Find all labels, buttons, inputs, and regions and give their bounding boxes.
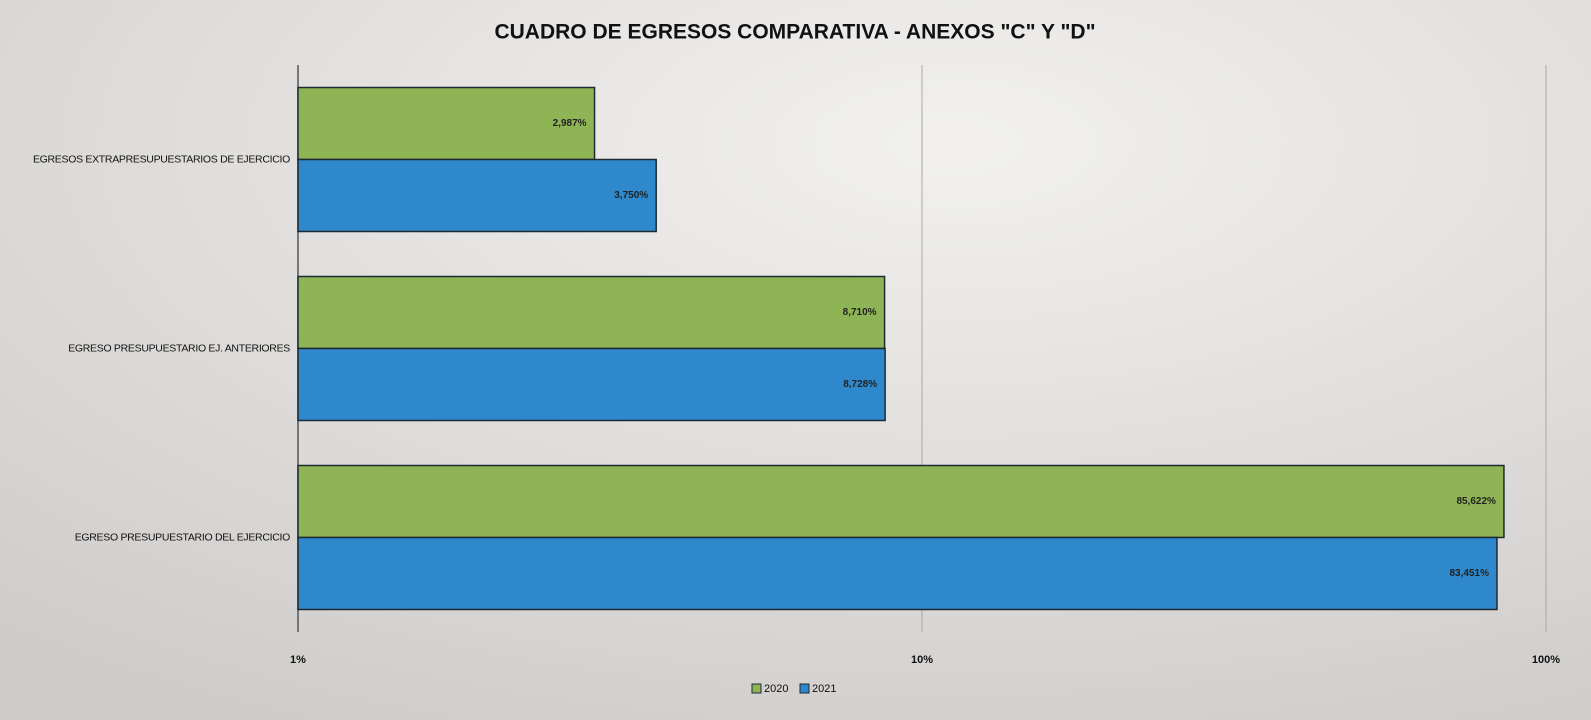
- x-tick-label: 100%: [1532, 654, 1560, 666]
- bar: [297, 275, 886, 350]
- legend-label: 2020: [764, 683, 788, 695]
- x-tick-label: 1%: [290, 654, 306, 666]
- y-tick-label: EGRESO PRESUPUESTARIO EJ. ANTERIORES: [68, 342, 290, 354]
- bar: [297, 86, 596, 161]
- data-label: 8,728%: [843, 379, 877, 390]
- chart-title: CUADRO DE EGRESOS COMPARATIVA - ANEXOS "…: [494, 21, 1095, 44]
- data-label: 83,451%: [1449, 568, 1489, 579]
- legend-swatch: [799, 683, 810, 694]
- data-label: 8,710%: [843, 307, 877, 318]
- data-label: 85,622%: [1456, 496, 1496, 507]
- data-label: 2,987%: [553, 118, 587, 129]
- bar: [297, 536, 1498, 611]
- legend-label: 2021: [812, 683, 836, 695]
- y-tick-label: EGRESO PRESUPUESTARIO DEL EJERCICIO: [75, 531, 290, 543]
- legend-swatch: [751, 683, 762, 694]
- bar: [297, 464, 1505, 539]
- x-tick-label: 10%: [911, 654, 933, 666]
- y-tick-label: EGRESOS EXTRAPRESUPUESTARIOS DE EJERCICI…: [33, 153, 290, 165]
- bar: [297, 347, 886, 422]
- data-label: 3,750%: [614, 190, 648, 201]
- bar: [297, 158, 657, 233]
